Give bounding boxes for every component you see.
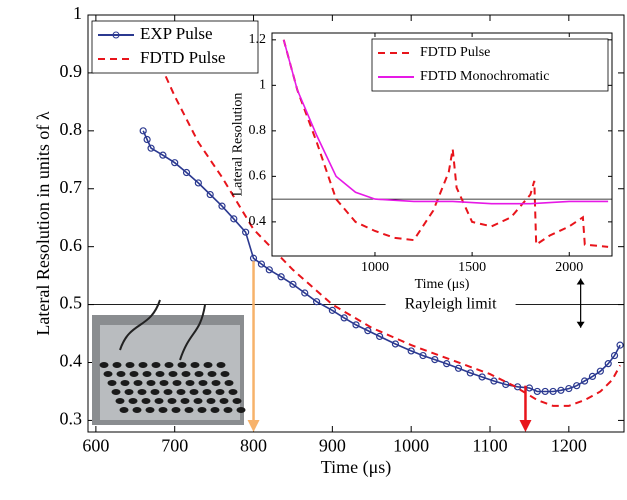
y-axis-label: Lateral Resolution in units of λ [33,111,53,335]
data-point [490,377,498,385]
data-point [376,332,384,341]
x-tick-label: 1000 [393,435,429,455]
data-point [143,135,151,144]
y-tick-label: 0.5 [60,293,83,313]
reference-label: Rayleigh limit [405,295,498,312]
data-point [541,387,549,396]
x-tick-label: 1200 [551,435,587,455]
y-tick-label: 0.8 [249,123,267,138]
photo-inset [92,299,246,425]
data-point [604,360,612,368]
data-point [596,367,604,375]
y-tick-label: 0.6 [60,235,83,255]
x-tick-label: 2000 [555,260,583,275]
plot-frame [87,14,625,433]
y-tick-label: 0.6 [249,169,267,184]
data-point [610,351,619,360]
data-point [391,340,400,348]
data-point [565,384,573,393]
y-tick-label: 1 [259,78,266,93]
data-point [502,380,510,389]
data-point [431,356,439,364]
legend-box [371,38,609,92]
data-point [242,228,250,236]
arrow-head [519,420,532,432]
x-axis-label: Time (μs) [415,277,470,292]
data-point [139,127,147,135]
data-point [182,168,191,177]
data-point [533,387,541,396]
data-point [328,306,336,314]
x-tick-label: 800 [240,435,267,455]
data-point [616,341,624,349]
data-point [352,321,360,329]
data-point [478,373,486,381]
data-point [265,266,273,274]
y-tick-label: 0.4 [249,214,267,229]
legend-label: FDTD Monochromatic [420,69,549,84]
data-point [580,377,589,385]
chart: 600 700 800 900 1000 1100 1200 0.3 0.4 0.5 0.6 0.7 0… [33,3,625,478]
data-point [419,351,427,360]
y-tick-label: 0.8 [60,119,83,139]
data-point [171,159,179,167]
data-point [289,280,297,288]
data-point [301,289,309,297]
series-line [282,39,609,205]
data-point [230,215,238,223]
x-tick-label: 900 [319,435,346,455]
data-point [159,151,167,159]
data-point [257,260,266,268]
y-tick-label: 0.9 [60,61,83,81]
data-point [588,372,597,380]
legend-label: EXP Pulse [140,24,213,43]
y-tick-label: 1.2 [249,32,267,47]
data-point [549,387,557,396]
arrow-head [247,420,260,432]
legend-label: FDTD Pulse [140,48,225,67]
x-tick-label: 1000 [361,260,389,275]
data-point [194,179,202,187]
x-tick-label: 1100 [472,435,507,455]
plot-frame [271,32,613,257]
x-axis-label: Time (μs) [321,457,392,478]
legend-box [91,20,259,74]
x-tick-label: 600 [82,435,109,455]
y-axis-label: Lateral Resolution [231,93,246,197]
y-tick-label: 0.4 [60,351,83,371]
x-tick-label: 700 [161,435,188,455]
data-point [573,382,581,390]
y-tick-label: 0.7 [60,177,83,197]
data-point [466,369,474,377]
data-point [277,273,285,281]
data-point [206,190,214,199]
data-point [340,314,348,322]
legend-marker [112,31,120,39]
legend-label: FDTD Pulse [420,45,490,60]
data-point [147,144,155,152]
data-point [218,202,226,210]
data-point [407,347,415,355]
y-tick-label: 1 [73,3,82,23]
y-tick-label: 0.3 [60,409,83,429]
data-point [312,298,321,306]
chart: 1000 1500 2000 0.4 0.6 0.8 1 1.2 FDTD Pulse FDTD … [231,32,613,292]
series-line [282,39,609,248]
data-point [557,386,565,394]
data-point [443,360,451,368]
data-point [364,327,372,335]
x-tick-label: 1500 [458,260,486,275]
data-point [454,364,463,372]
arrow-head [576,278,585,328]
